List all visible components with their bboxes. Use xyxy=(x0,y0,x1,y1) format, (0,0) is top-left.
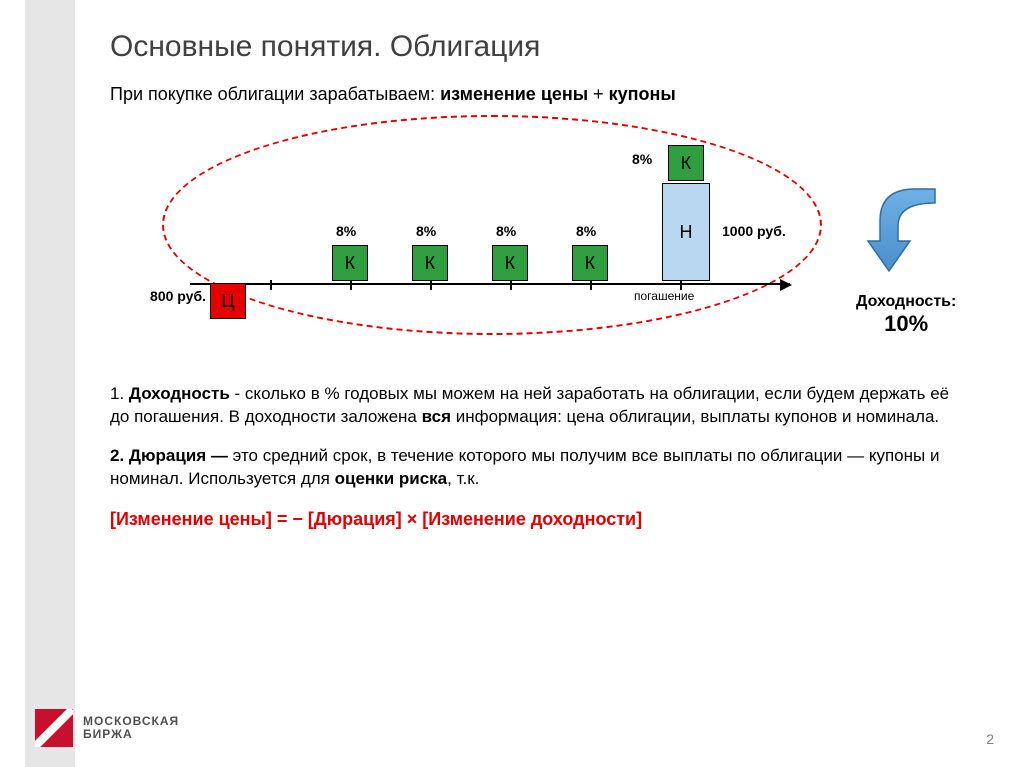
para1-text2: информация: цена облигации, выплаты купо… xyxy=(451,407,939,426)
side-stripe xyxy=(25,0,75,767)
coupon-label: К xyxy=(425,253,436,274)
coupon-pct-3: 8% xyxy=(496,223,516,239)
coupon-label: К xyxy=(345,253,356,274)
yield-label: Доходность: xyxy=(856,293,956,310)
para2-bold: Дюрация — xyxy=(129,446,228,465)
subtitle: При покупке облигации зарабатываем: изме… xyxy=(110,84,1000,105)
coupon-pct-1: 8% xyxy=(336,223,356,239)
bond-diagram: Ц 800 руб. К 8% К 8% К 8% К 8% Н xyxy=(110,115,1000,365)
content-area: Основные понятия. Облигация При покупке … xyxy=(110,30,1000,548)
coupon-pct-4: 8% xyxy=(576,223,596,239)
yield-value: 10% xyxy=(856,311,956,337)
repay-text: погашение xyxy=(634,289,694,303)
para-2: 2. Дюрация — это средний срок, в течение… xyxy=(110,445,950,491)
coupon-box-4: К xyxy=(572,245,608,281)
price-label: Ц xyxy=(221,291,234,312)
price-box: Ц xyxy=(210,283,246,319)
page-number: 2 xyxy=(986,731,994,747)
subtitle-bold-1: изменение цены xyxy=(440,84,588,104)
price-text: 800 руб. xyxy=(150,289,206,304)
coupon-pct-2: 8% xyxy=(416,223,436,239)
timeline-axis xyxy=(190,283,790,285)
slide: Основные понятия. Облигация При покупке … xyxy=(0,0,1024,767)
nominal-text: 1000 руб. xyxy=(722,223,786,239)
subtitle-prefix: При покупке облигации зарабатываем: xyxy=(110,84,440,104)
subtitle-plus: + xyxy=(588,84,609,104)
para2-lead: 2. xyxy=(110,446,129,465)
para2-text2: , т.к. xyxy=(447,469,479,488)
para1-lead: 1. xyxy=(110,384,129,403)
coupon-box-2: К xyxy=(412,245,448,281)
coupon-box-5: К xyxy=(668,145,704,181)
para-1: 1. Доходность - сколько в % годовых мы м… xyxy=(110,383,950,429)
moex-logo-icon xyxy=(35,709,73,747)
para2-bold2: оценки риска xyxy=(335,469,448,488)
coupon-label: К xyxy=(505,253,516,274)
subtitle-bold-2: купоны xyxy=(609,84,676,104)
footer-text: МОСКОВСКАЯ БИРЖА xyxy=(83,715,179,741)
para1-bold2: вся xyxy=(422,407,451,426)
yield-arrow-icon xyxy=(850,171,940,291)
coupon-label: К xyxy=(585,253,596,274)
coupon-pct-5: 8% xyxy=(632,151,652,167)
yield-block: Доходность: 10% xyxy=(856,293,956,337)
footer-logo-block: МОСКОВСКАЯ БИРЖА xyxy=(35,709,179,747)
coupon-box-3: К xyxy=(492,245,528,281)
nominal-label: Н xyxy=(680,222,693,243)
nominal-box: Н xyxy=(662,183,710,281)
coupon-label: К xyxy=(681,153,692,174)
formula: [Изменение цены] = − [Дюрация] × [Измене… xyxy=(110,509,1000,530)
para2-text1: это средний срок, в течение которого мы … xyxy=(110,446,939,488)
footer-line2: БИРЖА xyxy=(83,728,179,741)
para1-bold: Доходность xyxy=(129,384,230,403)
coupon-box-1: К xyxy=(332,245,368,281)
page-title: Основные понятия. Облигация xyxy=(110,30,1000,64)
